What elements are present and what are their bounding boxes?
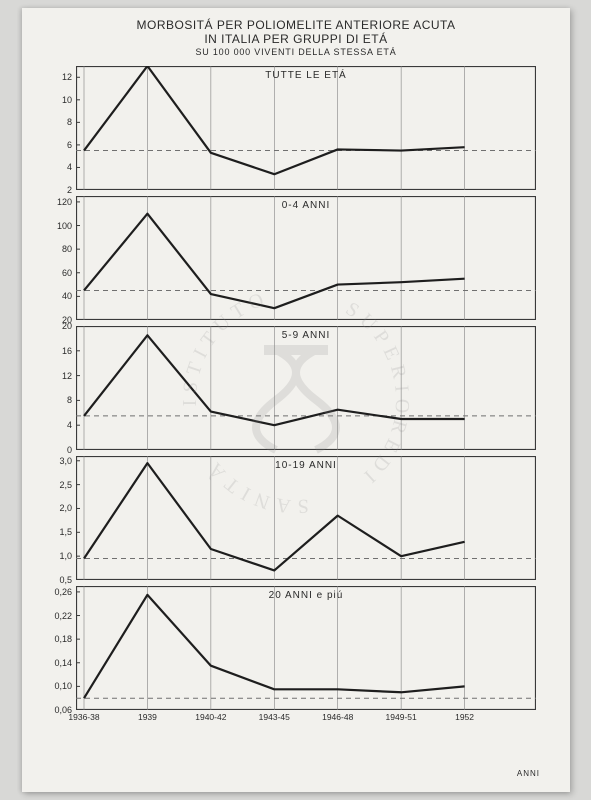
paper-sheet: MORBOSITÁ PER POLIOMELITE ANTERIORE ACUT… xyxy=(22,8,570,792)
chart-svg xyxy=(76,66,536,190)
y-tick-label: 8 xyxy=(67,395,76,405)
chart-panel: TUTTE LE ETÁ24681012 xyxy=(76,66,536,190)
x-axis-label: ANNI xyxy=(517,769,540,778)
chart-panel: 20 ANNI e piú0,060,100,140,180,220,26193… xyxy=(76,586,536,710)
panel-title: TUTTE LE ETÁ xyxy=(76,70,536,81)
panel-title: 0-4 ANNI xyxy=(76,200,536,211)
y-tick-label: 6 xyxy=(67,140,76,150)
chart-panel: 0-4 ANNI20406080100120 xyxy=(76,196,536,320)
y-tick-label: 4 xyxy=(67,162,76,172)
y-tick-label: 0,22 xyxy=(54,611,76,621)
y-tick-label: 20 xyxy=(62,321,76,331)
header: MORBOSITÁ PER POLIOMELITE ANTERIORE ACUT… xyxy=(22,8,570,57)
subtitle: SU 100 000 VIVENTI DELLA STESSA ETÁ xyxy=(22,47,570,57)
x-tick-label: 1952 xyxy=(455,710,474,722)
y-tick-label: 40 xyxy=(62,291,76,301)
x-tick-label: 1939 xyxy=(138,710,157,722)
y-tick-label: 120 xyxy=(57,197,76,207)
title-line-2: IN ITALIA PER GRUPPI DI ETÁ xyxy=(22,32,570,46)
y-tick-label: 0 xyxy=(67,445,76,455)
y-tick-label: 8 xyxy=(67,117,76,127)
y-tick-label: 0,10 xyxy=(54,681,76,691)
x-tick-label: 1946-48 xyxy=(322,710,353,722)
x-tick-label: 1936-38 xyxy=(68,710,99,722)
panel-title: 5-9 ANNI xyxy=(76,330,536,341)
y-tick-label: 2,5 xyxy=(59,480,76,490)
chart-panel: 10-19 ANNI0,51,01,52,02,53,0 xyxy=(76,456,536,580)
y-tick-label: 0,18 xyxy=(54,634,76,644)
panel-title: 20 ANNI e piú xyxy=(76,590,536,601)
page-root: MORBOSITÁ PER POLIOMELITE ANTERIORE ACUT… xyxy=(0,0,591,800)
y-tick-label: 1,0 xyxy=(59,551,76,561)
y-tick-label: 0,26 xyxy=(54,587,76,597)
chart-svg xyxy=(76,586,536,710)
y-tick-label: 3,0 xyxy=(59,456,76,466)
y-tick-label: 4 xyxy=(67,420,76,430)
chart-svg xyxy=(76,196,536,320)
title-line-1: MORBOSITÁ PER POLIOMELITE ANTERIORE ACUT… xyxy=(22,18,570,32)
x-tick-label: 1949-51 xyxy=(386,710,417,722)
y-tick-label: 10 xyxy=(62,95,76,105)
y-tick-label: 1,5 xyxy=(59,527,76,537)
y-tick-label: 12 xyxy=(62,72,76,82)
y-tick-label: 16 xyxy=(62,346,76,356)
y-tick-label: 12 xyxy=(62,371,76,381)
y-tick-label: 0,14 xyxy=(54,658,76,668)
y-tick-label: 2 xyxy=(67,185,76,195)
y-tick-label: 80 xyxy=(62,244,76,254)
chart-svg xyxy=(76,326,536,450)
y-tick-label: 60 xyxy=(62,268,76,278)
chart-panel: 5-9 ANNI048121620 xyxy=(76,326,536,450)
y-tick-label: 0,5 xyxy=(59,575,76,585)
y-tick-label: 100 xyxy=(57,221,76,231)
panel-title: 10-19 ANNI xyxy=(76,460,536,471)
x-tick-label: 1943-45 xyxy=(259,710,290,722)
chart-svg xyxy=(76,456,536,580)
charts-container: TUTTE LE ETÁ246810120-4 ANNI204060801001… xyxy=(76,66,536,716)
x-tick-label: 1940-42 xyxy=(195,710,226,722)
y-tick-label: 2,0 xyxy=(59,503,76,513)
